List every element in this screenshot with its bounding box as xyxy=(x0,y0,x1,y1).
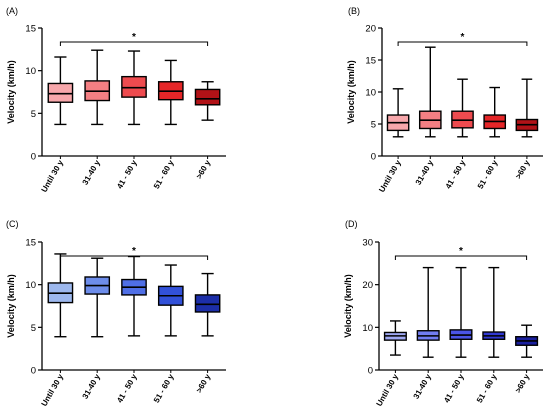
chart-panel-2: (B) Velocity (km/h) 0 5 10 15 20 Until 30 y 31-4… xyxy=(346,6,543,194)
box-4 xyxy=(483,86,507,138)
box-2 xyxy=(416,266,440,358)
x-category-label: 51 - 60 y xyxy=(152,372,176,404)
box-5 xyxy=(194,81,221,121)
significance-star: * xyxy=(132,246,136,257)
box-3 xyxy=(451,78,474,138)
significance-star: * xyxy=(132,32,136,43)
y-tick-label: 0 xyxy=(371,152,376,163)
x-category-label: >60 y xyxy=(514,158,532,181)
significance-star: * xyxy=(459,246,463,257)
significance-bracket xyxy=(397,41,528,46)
x-category-label: Until 30 y xyxy=(377,158,403,194)
y-tick-label: 10 xyxy=(365,88,376,99)
y-tick-label: 0 xyxy=(368,366,373,377)
box-5 xyxy=(515,78,539,138)
box-1 xyxy=(383,320,407,356)
significance-bracket xyxy=(394,255,528,260)
box-4 xyxy=(157,264,184,337)
x-category-label: 31-40 y xyxy=(81,372,103,400)
x-category-label: 31-40 y xyxy=(414,158,436,186)
significance-bracket xyxy=(59,255,209,260)
y-tick-label: 15 xyxy=(365,56,376,67)
iqr-box xyxy=(47,82,74,103)
x-category-label: 31-40 y xyxy=(412,372,434,400)
y-tick-label: 5 xyxy=(31,323,36,334)
box-3 xyxy=(121,50,147,126)
x-category-label: 51 - 60 y xyxy=(475,372,499,404)
y-tick-label: 15 xyxy=(25,24,36,35)
y-tick-label: 0 xyxy=(31,366,36,377)
x-category-label: 31-40 y xyxy=(81,158,103,186)
iqr-box xyxy=(194,294,221,313)
box-1 xyxy=(47,253,74,338)
iqr-box xyxy=(194,88,221,106)
x-category-label: 41 - 50 y xyxy=(115,158,139,190)
box-2 xyxy=(418,46,442,138)
y-tick-label: 0 xyxy=(31,152,36,163)
y-tick-label: 10 xyxy=(25,66,36,77)
x-category-label: 41 - 50 y xyxy=(444,158,468,190)
x-category-label: Until 30 y xyxy=(375,372,401,408)
significance-star: * xyxy=(461,32,465,43)
x-category-label: >60 y xyxy=(194,372,212,395)
chart-panel-3: (C) Velocity (km/h) 0 5 10 15 Until 30 y 31-40 … xyxy=(6,219,226,408)
box-4 xyxy=(157,59,184,126)
x-category-label: >60 y xyxy=(513,372,531,395)
chart-panel-1: (A) Velocity (km/h) 0 5 10 15 Until 30 y 31-40 … xyxy=(6,6,226,194)
y-tick-label: 15 xyxy=(25,238,36,249)
x-category-label: 51 - 60 y xyxy=(476,158,500,190)
box-4 xyxy=(482,266,506,358)
box-2 xyxy=(84,49,111,126)
y-axis-label: Velocity (km/h) xyxy=(6,274,16,338)
panel-label: (B) xyxy=(348,6,360,16)
x-category-label: Until 30 y xyxy=(40,158,66,194)
box-5 xyxy=(194,272,221,337)
iqr-box xyxy=(121,75,147,98)
y-tick-label: 10 xyxy=(362,323,373,334)
panel-label: (A) xyxy=(6,6,18,16)
panel-label: (C) xyxy=(6,219,19,229)
y-tick-label: 20 xyxy=(365,24,376,35)
y-axis-label: Velocity (km/h) xyxy=(343,274,353,338)
x-category-label: 41 - 50 y xyxy=(442,372,466,404)
y-axis-label: Velocity (km/h) xyxy=(6,60,16,124)
box-3 xyxy=(121,255,147,337)
box-2 xyxy=(84,257,111,338)
x-category-label: 51 - 60 y xyxy=(152,158,176,190)
chart-panel-4: (D) Velocity (km/h) 0 10 20 30 Until 30 y 31-40… xyxy=(343,219,543,408)
box-1 xyxy=(47,56,74,126)
y-tick-label: 5 xyxy=(371,120,376,131)
x-category-label: 41 - 50 y xyxy=(115,372,139,404)
box-3 xyxy=(449,266,473,358)
y-tick-label: 5 xyxy=(31,109,36,120)
y-tick-label: 20 xyxy=(362,280,373,291)
y-tick-label: 10 xyxy=(25,280,36,291)
significance-bracket xyxy=(59,41,209,46)
x-category-label: >60 y xyxy=(194,158,212,181)
box-1 xyxy=(386,88,410,138)
x-category-label: Until 30 y xyxy=(40,372,66,408)
y-axis-label: Velocity (km/h) xyxy=(346,60,356,124)
y-tick-label: 30 xyxy=(362,238,373,249)
panel-label: (D) xyxy=(345,219,358,229)
box-5 xyxy=(515,324,539,358)
